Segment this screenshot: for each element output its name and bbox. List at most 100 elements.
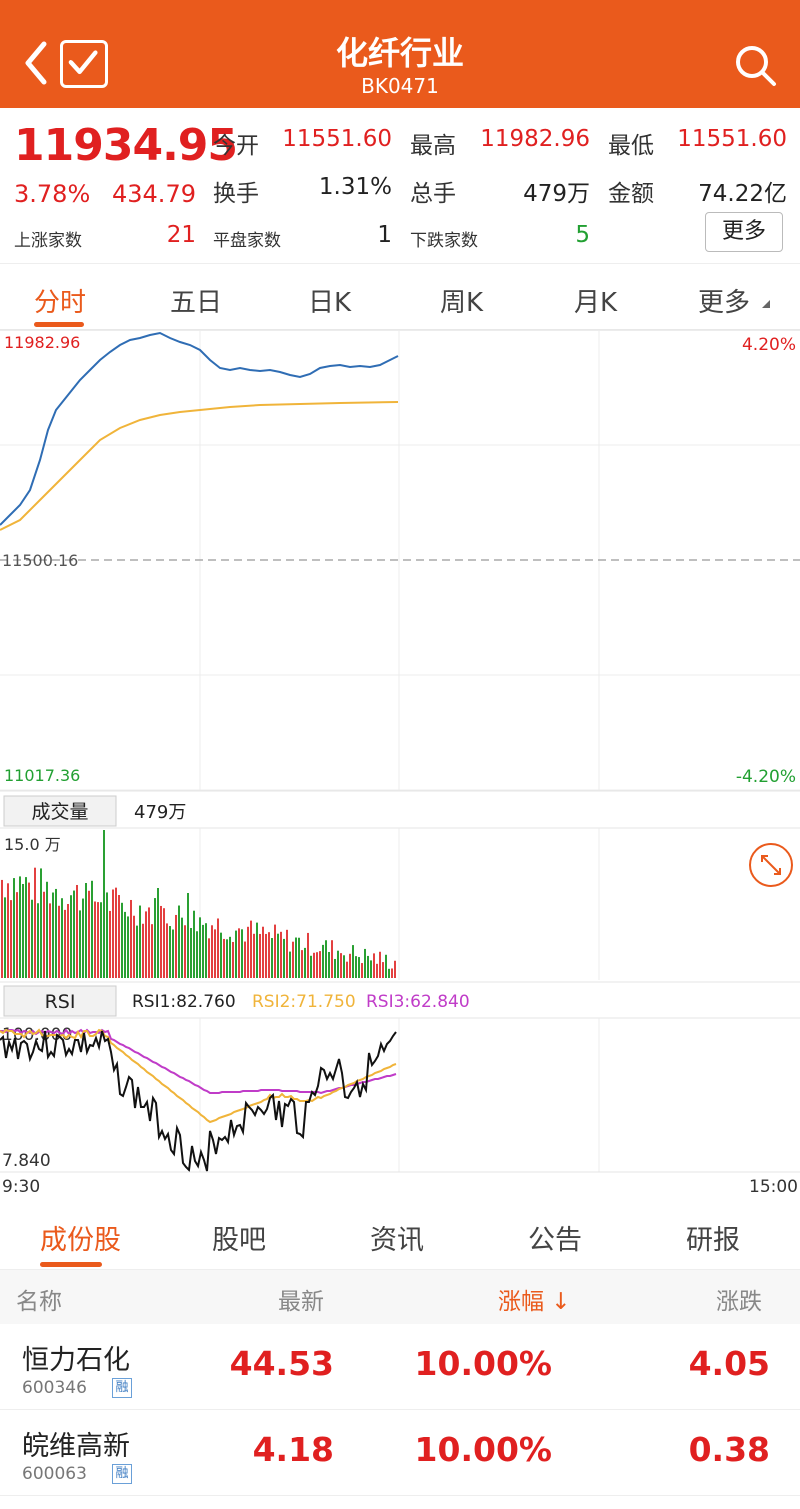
more-dropdown-icon (762, 300, 770, 308)
tab-intraday[interactable]: 分时 (34, 288, 87, 318)
turnover-value: 1.31% (318, 174, 392, 200)
volume-bar (61, 898, 63, 978)
tab-five-day[interactable]: 五日 (170, 288, 223, 318)
volume-bar (73, 890, 75, 978)
volume-bar (76, 884, 78, 978)
volume-bar (181, 917, 183, 978)
volume-bar (226, 939, 228, 978)
volume-bar (190, 928, 192, 978)
rsi2-line (0, 1028, 397, 1124)
tab-news[interactable]: 资讯 (370, 1225, 424, 1256)
volume-bar (343, 955, 345, 978)
more-button[interactable]: 更多 (705, 212, 783, 252)
high-label: 最高 (410, 133, 456, 159)
header-change[interactable]: 涨跌 (716, 1289, 762, 1315)
back-arrow-icon[interactable] (20, 38, 52, 88)
rsi1-value: RSI1:82.760 (132, 992, 236, 1012)
tab-weekly-k[interactable]: 周K (440, 288, 484, 318)
header-name[interactable]: 名称 (16, 1289, 62, 1315)
volume-label-box (3, 795, 117, 827)
down-count: 5 (575, 222, 590, 248)
volume-bar (136, 925, 138, 978)
volume-bar (172, 929, 174, 978)
volume-bar (373, 953, 375, 978)
intraday-chart[interactable]: 11982.96 4.20% 11500.16 11017.36 -4.20% … (0, 330, 800, 1200)
volume-bar (295, 937, 297, 978)
volume-bar (37, 903, 39, 978)
sector-code: BK0471 (361, 74, 439, 98)
current-price: 11934.95 (14, 120, 238, 171)
header-last[interactable]: 最新 (278, 1289, 324, 1315)
volume-bar (304, 947, 306, 978)
volume-bar (19, 876, 21, 978)
page-title: 化纤行业 (335, 34, 464, 72)
volume-bar (271, 938, 273, 978)
volume-bar (322, 944, 324, 978)
volume-bar (142, 923, 144, 978)
volume-bar (88, 890, 90, 978)
volume-bar (223, 938, 225, 978)
volume-bar (31, 899, 33, 978)
stock-last: 44.53 (229, 1344, 334, 1383)
watchlist-check-icon[interactable] (60, 40, 108, 88)
volume-bar (166, 923, 168, 978)
volume-bar (1, 879, 3, 978)
volume-bar (10, 900, 12, 978)
volume-bar (118, 895, 120, 978)
open-label: 今开 (213, 133, 259, 159)
header-change-pct[interactable]: 涨幅 ↓ (498, 1289, 571, 1315)
volume-bar (169, 926, 171, 978)
rsi-min-label: 7.840 (2, 1151, 51, 1171)
flat-count: 1 (377, 222, 392, 248)
volume-bar (352, 945, 354, 978)
tab-more[interactable]: 更多 (698, 288, 751, 318)
table-row[interactable]: 恒力石化 600346 融 44.53 10.00% 4.05 (0, 1324, 800, 1410)
tab-research[interactable]: 研报 (686, 1225, 740, 1256)
low-label: 最低 (608, 133, 654, 159)
volume-bar (313, 952, 315, 978)
volume-bar (253, 933, 255, 978)
stock-chg: 4.05 (688, 1344, 770, 1383)
volume-total: 479万 (134, 802, 186, 823)
y-mid-label: 11500.16 (2, 551, 78, 570)
volume-bar (229, 936, 231, 978)
margin-badge: 融 (112, 1378, 132, 1398)
volume-bar (58, 905, 60, 978)
volume-bar (328, 951, 330, 978)
tab-constituents[interactable]: 成份股 (40, 1225, 121, 1256)
search-icon[interactable] (734, 44, 778, 88)
volume-bar (349, 953, 351, 978)
stock-code: 600346 (22, 1378, 87, 1398)
open-value: 11551.60 (282, 126, 392, 152)
volume-bar (193, 910, 195, 978)
volume-bar (361, 963, 363, 978)
volume-bar (238, 928, 240, 978)
volume-bar (202, 924, 204, 978)
volume-bar (358, 957, 360, 978)
down-count-label: 下跌家数 (410, 231, 478, 251)
tab-announcements[interactable]: 公告 (528, 1225, 582, 1256)
tab-monthly-k[interactable]: 月K (574, 288, 618, 318)
volume-bar (133, 915, 135, 978)
stock-code: 600063 (22, 1464, 87, 1484)
volume-bar (301, 950, 303, 978)
margin-badge: 融 (112, 1464, 132, 1484)
volume-bar (211, 925, 213, 978)
expand-icon[interactable] (749, 843, 793, 887)
volume-bar (7, 883, 9, 978)
tab-daily-k[interactable]: 日K (308, 288, 352, 318)
volume-max-label: 15.0 万 (4, 835, 61, 854)
table-row[interactable]: 皖维高新 600063 融 4.18 10.00% 0.38 (0, 1410, 800, 1496)
volume-bar (79, 910, 81, 978)
volume-bar (91, 880, 93, 978)
volume-label: 总手 (410, 181, 456, 207)
volume-bar (163, 908, 165, 978)
volume-bar (247, 926, 249, 978)
volume-bar (199, 917, 201, 978)
volume-bar (334, 958, 336, 978)
volume-bar (289, 951, 291, 978)
volume-bar (325, 940, 327, 978)
tab-forum[interactable]: 股吧 (212, 1225, 266, 1256)
volume-bar (307, 932, 309, 978)
volume-bar (157, 888, 159, 978)
